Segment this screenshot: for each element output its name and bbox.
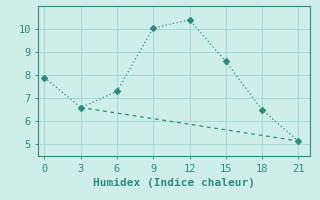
X-axis label: Humidex (Indice chaleur): Humidex (Indice chaleur) <box>93 178 255 188</box>
